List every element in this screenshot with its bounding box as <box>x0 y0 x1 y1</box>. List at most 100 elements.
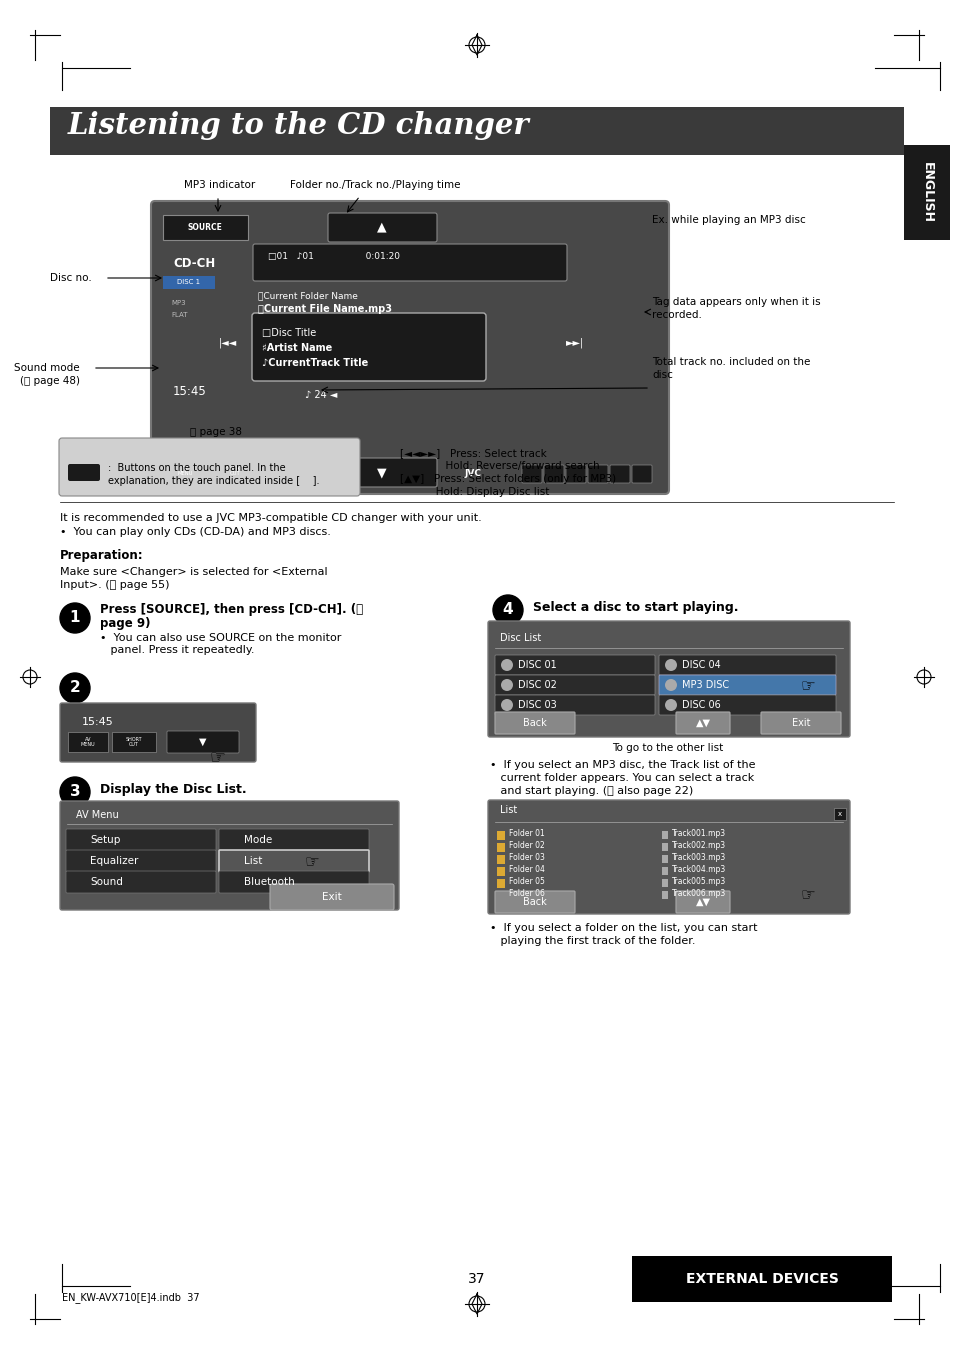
Bar <box>163 215 248 240</box>
Text: Folder 05: Folder 05 <box>509 877 544 887</box>
FancyBboxPatch shape <box>676 712 729 734</box>
Text: ▲▼: ▲▼ <box>695 718 710 728</box>
Bar <box>661 867 667 875</box>
Text: Folder 01: Folder 01 <box>509 830 544 838</box>
FancyBboxPatch shape <box>219 871 369 894</box>
Text: JVC: JVC <box>464 468 481 478</box>
Circle shape <box>60 603 90 634</box>
FancyBboxPatch shape <box>659 676 835 695</box>
Text: Sound mode: Sound mode <box>14 363 80 372</box>
Text: MP3: MP3 <box>171 301 186 306</box>
Bar <box>497 891 504 900</box>
Text: ☞: ☞ <box>800 886 815 904</box>
Text: EN_KW-AVX710[E]4.indb  37: EN_KW-AVX710[E]4.indb 37 <box>62 1293 199 1304</box>
Text: List: List <box>499 806 517 815</box>
Text: •  If you select a folder on the list, you can start: • If you select a folder on the list, yo… <box>490 923 757 933</box>
Text: :  Buttons on the touch panel. In the: : Buttons on the touch panel. In the <box>108 463 285 473</box>
Text: DISC 1: DISC 1 <box>177 279 200 284</box>
FancyBboxPatch shape <box>68 464 100 481</box>
Text: |◄◄: |◄◄ <box>218 337 237 348</box>
FancyBboxPatch shape <box>521 464 541 483</box>
Text: Disc List: Disc List <box>499 634 540 643</box>
Circle shape <box>500 678 513 691</box>
Text: ▼: ▼ <box>199 737 207 747</box>
FancyBboxPatch shape <box>495 655 655 676</box>
Text: explanation, they are indicated inside [    ].: explanation, they are indicated inside [… <box>108 477 319 486</box>
FancyBboxPatch shape <box>609 464 629 483</box>
Text: Folder 02: Folder 02 <box>509 841 544 850</box>
Text: Track001.mp3: Track001.mp3 <box>671 830 725 838</box>
Text: Track003.mp3: Track003.mp3 <box>671 853 725 862</box>
FancyBboxPatch shape <box>253 244 566 282</box>
Text: Track004.mp3: Track004.mp3 <box>671 865 725 875</box>
Text: 3: 3 <box>70 784 80 799</box>
Text: page 9): page 9) <box>100 616 151 630</box>
Text: SOURCE: SOURCE <box>188 222 222 232</box>
FancyBboxPatch shape <box>328 213 436 242</box>
Circle shape <box>664 699 677 711</box>
FancyBboxPatch shape <box>66 829 215 852</box>
FancyBboxPatch shape <box>495 695 655 715</box>
Text: To go to the other list: To go to the other list <box>612 743 723 753</box>
Circle shape <box>60 673 90 703</box>
FancyBboxPatch shape <box>151 200 668 494</box>
Text: FLAT: FLAT <box>171 311 188 318</box>
Text: 15:45: 15:45 <box>82 718 113 727</box>
Text: Total track no. included on the: Total track no. included on the <box>651 357 809 367</box>
FancyBboxPatch shape <box>676 891 729 913</box>
Bar <box>661 854 667 862</box>
Bar <box>50 107 903 154</box>
Bar <box>68 733 108 751</box>
Text: recorded.: recorded. <box>651 310 701 320</box>
FancyBboxPatch shape <box>252 313 485 380</box>
Bar <box>903 145 949 240</box>
Text: SHORT
CUT: SHORT CUT <box>226 466 244 477</box>
FancyBboxPatch shape <box>66 850 215 872</box>
Text: Press [SOURCE], then press [CD-CH]. (␹: Press [SOURCE], then press [CD-CH]. (␹ <box>100 604 363 616</box>
Circle shape <box>493 594 522 626</box>
Text: ▲: ▲ <box>376 221 386 233</box>
Text: •  You can also use SOURCE on the monitor: • You can also use SOURCE on the monitor <box>100 634 341 643</box>
Text: List: List <box>244 856 262 867</box>
Text: Track006.mp3: Track006.mp3 <box>671 890 725 899</box>
Text: playing the first track of the folder.: playing the first track of the folder. <box>490 936 695 946</box>
Text: DISC 01: DISC 01 <box>517 659 557 670</box>
Text: DISC 06: DISC 06 <box>681 700 720 709</box>
Bar <box>631 1257 891 1303</box>
FancyBboxPatch shape <box>219 850 369 872</box>
FancyBboxPatch shape <box>488 800 849 914</box>
Text: Folder 03: Folder 03 <box>509 853 544 862</box>
Text: [▲▼]   Press: Select folders (only for MP3): [▲▼] Press: Select folders (only for MP3… <box>399 474 616 483</box>
Bar <box>661 879 667 887</box>
Text: Disc no.: Disc no. <box>51 274 91 283</box>
Text: ♪ 24 ◄: ♪ 24 ◄ <box>305 390 337 399</box>
Text: ►►|: ►►| <box>565 337 583 348</box>
Bar <box>497 867 504 876</box>
Bar <box>112 733 156 751</box>
FancyBboxPatch shape <box>760 712 841 734</box>
Bar <box>497 844 504 852</box>
Text: x: x <box>837 811 841 816</box>
FancyBboxPatch shape <box>495 891 575 913</box>
Text: ☞: ☞ <box>304 853 319 871</box>
FancyBboxPatch shape <box>488 621 849 737</box>
Text: ♪CurrentTrack Title: ♪CurrentTrack Title <box>262 357 368 368</box>
Text: 2: 2 <box>70 681 80 696</box>
Text: It is recommended to use a JVC MP3-compatible CD changer with your unit.: It is recommended to use a JVC MP3-compa… <box>60 513 481 523</box>
Text: Bluetooth: Bluetooth <box>244 877 294 887</box>
Text: 1: 1 <box>70 611 80 626</box>
Text: Select a disc to start playing.: Select a disc to start playing. <box>533 601 738 613</box>
Text: Folder 06: Folder 06 <box>509 890 544 899</box>
FancyBboxPatch shape <box>60 802 398 910</box>
Text: Track005.mp3: Track005.mp3 <box>671 877 725 887</box>
Text: ⫫Current Folder Name: ⫫Current Folder Name <box>257 291 357 301</box>
Text: Equalizer: Equalizer <box>90 856 138 867</box>
FancyBboxPatch shape <box>328 458 436 487</box>
Text: Setup: Setup <box>90 835 120 845</box>
Text: [◄◄►►]   Press: Select track: [◄◄►►] Press: Select track <box>399 448 546 458</box>
FancyBboxPatch shape <box>587 464 607 483</box>
Circle shape <box>664 678 677 691</box>
Text: Ex. while playing an MP3 disc: Ex. while playing an MP3 disc <box>651 215 805 225</box>
Text: and start playing. (␹ also page 22): and start playing. (␹ also page 22) <box>490 787 693 796</box>
FancyBboxPatch shape <box>495 676 655 695</box>
